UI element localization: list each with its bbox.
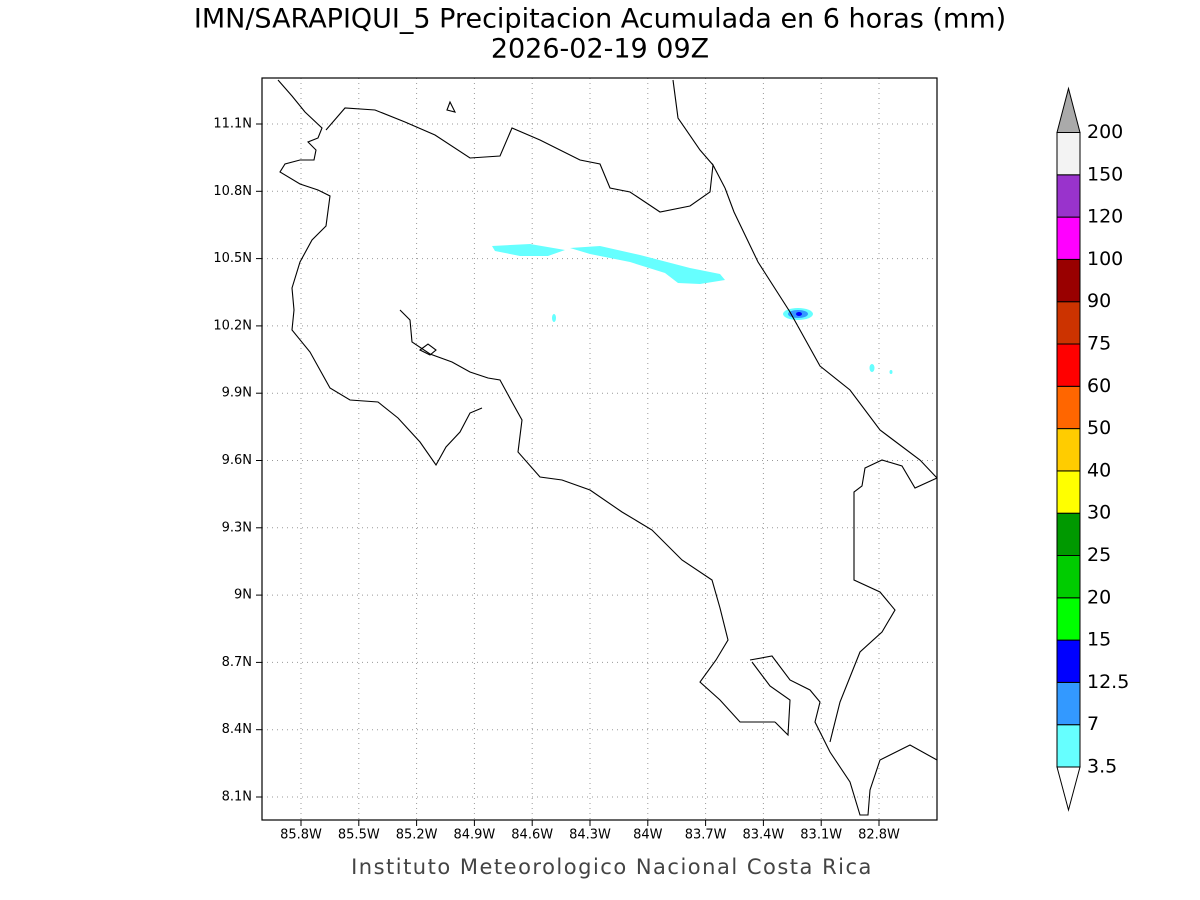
colorbar-over (1056, 86, 1081, 133)
lon-label: 84.3W (569, 828, 611, 843)
axis-labels: 11.1N 10.8N 10.5N 10.2N 9.9N 9.6N 9.3N 9N 8.7N 8.… (213, 117, 900, 843)
colorbar-box (1056, 681, 1081, 726)
lon-label: 84.6W (511, 828, 553, 843)
colorbar-label: 20 (1087, 586, 1111, 608)
colorbar-label: 30 (1087, 502, 1111, 524)
colorbar-box (1056, 132, 1081, 176)
colorbar-label: 25 (1087, 544, 1111, 566)
precipitation (492, 244, 893, 374)
colorbar-label: 150 (1087, 163, 1123, 185)
colorbar-label: 200 (1087, 121, 1123, 143)
colorbar-label: 3.5 (1087, 756, 1117, 778)
lat-label: 9.9N (222, 386, 252, 401)
title: IMN/SARAPIQUI_5 Precipitacion Acumulada … (194, 4, 1006, 35)
grid (262, 78, 937, 820)
colorbar-box (1056, 555, 1081, 599)
colorbar-label: 120 (1087, 206, 1123, 228)
colorbar-box (1056, 428, 1081, 472)
lat-label: 10.8N (213, 184, 252, 199)
colorbar-box (1056, 301, 1081, 345)
lat-label: 9.6N (222, 453, 252, 468)
colorbar-label: 40 (1087, 459, 1111, 481)
lat-label: 9.3N (222, 520, 252, 535)
lat-label: 11.1N (213, 117, 252, 132)
colorbar-label: 90 (1087, 290, 1111, 312)
lat-label: 9N (234, 588, 252, 603)
colorbar-label: 75 (1087, 333, 1111, 355)
colorbar-box (1056, 343, 1081, 387)
coastlines (277, 79, 938, 816)
lat-label: 8.1N (222, 790, 252, 805)
colorbar-label: 12.5 (1087, 671, 1129, 693)
colorbar-label: 60 (1087, 375, 1111, 397)
lon-label: 85.8W (280, 828, 322, 843)
lon-label: 85.2W (396, 828, 438, 843)
lon-label: 83.7W (685, 828, 727, 843)
lat-label: 10.5N (213, 251, 252, 266)
colorbar-under (1056, 766, 1081, 812)
colorbar-label: 15 (1087, 629, 1111, 651)
lon-label: 83.4W (742, 828, 784, 843)
lon-label: 85.5W (338, 828, 380, 843)
colorbar: 3.5 7 12.5 15 20 25 30 40 50 60 75 90 100 120 150 200 (1056, 86, 1129, 812)
lon-label: 84W (633, 828, 663, 843)
lat-label: 8.7N (222, 655, 252, 670)
colorbar-box (1056, 385, 1081, 430)
lat-label: 8.4N (222, 722, 252, 737)
colorbar-box (1056, 216, 1081, 260)
colorbar-box (1056, 174, 1081, 218)
subtitle: 2026-02-19 09Z (491, 34, 709, 65)
colorbar-box (1056, 639, 1081, 683)
colorbar-label: 50 (1087, 417, 1111, 439)
colorbar-box (1056, 258, 1081, 303)
lon-label: 84.9W (453, 828, 495, 843)
lon-label: 82.8W (858, 828, 900, 843)
lon-label: 83.1W (800, 828, 842, 843)
colorbar-box (1056, 512, 1081, 557)
colorbar-label: 7 (1087, 713, 1099, 735)
colorbar-box (1056, 724, 1081, 768)
colorbar-box (1056, 597, 1081, 641)
colorbar-label: 100 (1087, 248, 1123, 270)
lat-label: 10.2N (213, 318, 252, 333)
footer: Instituto Meteorologico Nacional Costa R… (351, 855, 873, 879)
map-frame (261, 77, 938, 821)
colorbar-box (1056, 470, 1081, 514)
